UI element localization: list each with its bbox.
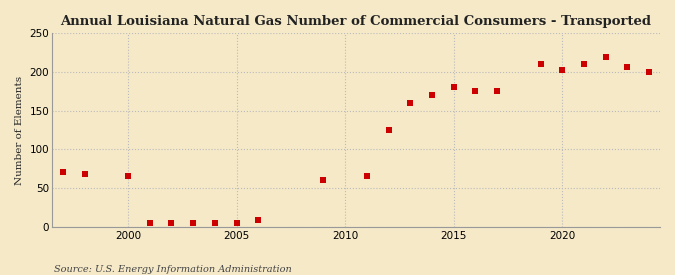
Point: [427, 93, 437, 97]
Point: [253, 218, 264, 222]
Text: Source: U.S. Energy Information Administration: Source: U.S. Energy Information Administ…: [54, 265, 292, 274]
Point: [79, 172, 90, 176]
Point: [535, 62, 546, 67]
Point: [578, 62, 589, 67]
Point: [318, 178, 329, 182]
Point: [123, 174, 134, 178]
Point: [644, 70, 655, 74]
Point: [383, 128, 394, 132]
Point: [492, 89, 503, 94]
Point: [622, 64, 633, 69]
Point: [209, 221, 220, 225]
Point: [144, 221, 155, 225]
Title: Annual Louisiana Natural Gas Number of Commercial Consumers - Transported: Annual Louisiana Natural Gas Number of C…: [61, 15, 651, 28]
Point: [166, 221, 177, 225]
Point: [232, 221, 242, 225]
Point: [557, 67, 568, 72]
Point: [470, 89, 481, 94]
Point: [57, 170, 68, 175]
Y-axis label: Number of Elements: Number of Elements: [15, 75, 24, 185]
Point: [362, 174, 373, 178]
Point: [405, 101, 416, 105]
Point: [600, 54, 611, 59]
Point: [188, 221, 198, 225]
Point: [448, 85, 459, 90]
